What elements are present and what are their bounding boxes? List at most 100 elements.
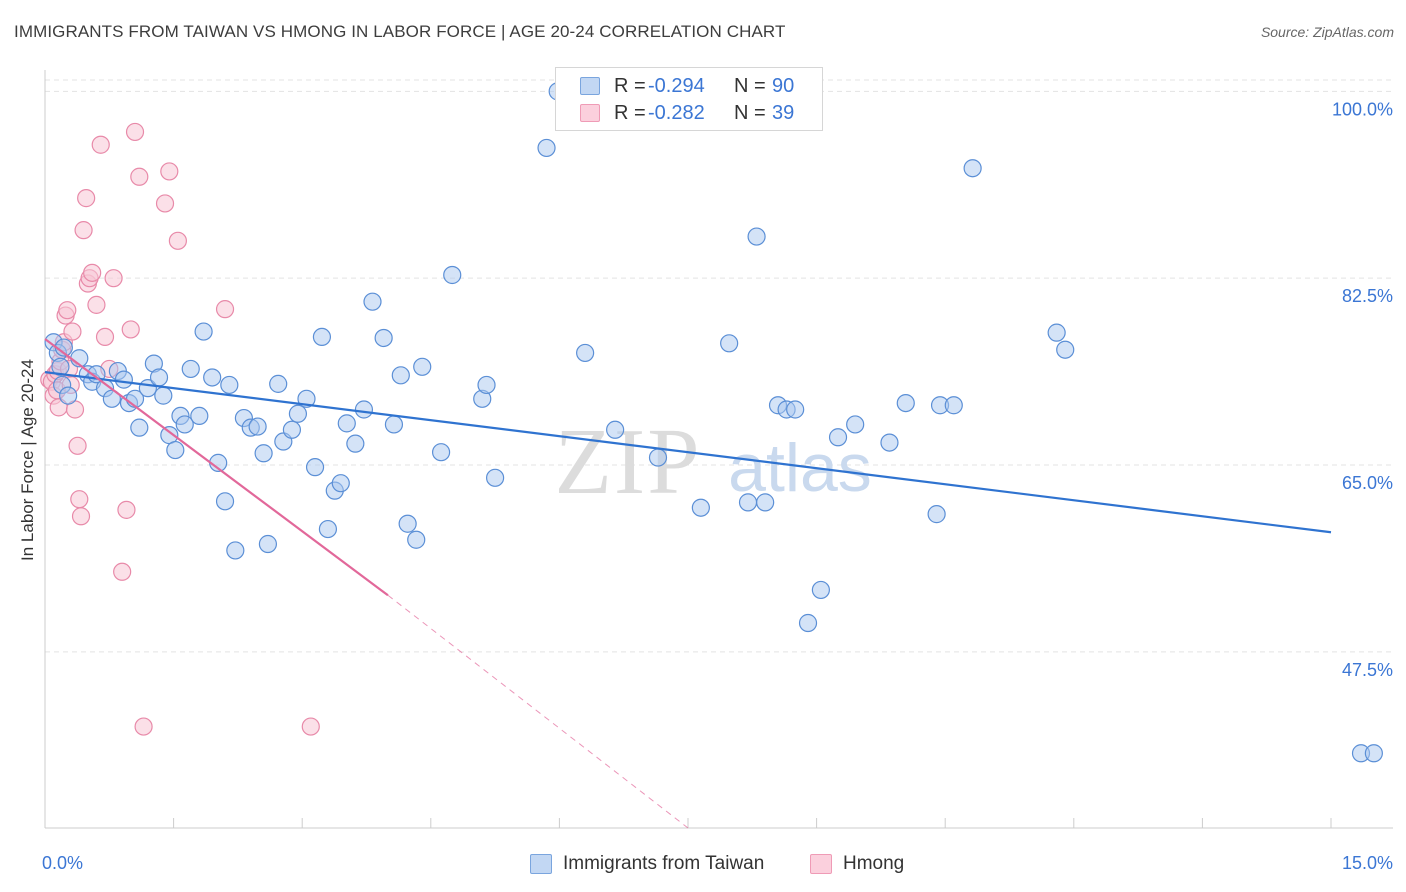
taiwan-point	[1364, 744, 1383, 763]
taiwan-point	[786, 400, 805, 419]
taiwan-point	[720, 334, 739, 353]
legend-row-hmong: R = -0.282 N = 39	[556, 101, 822, 127]
x-tick-label: 15.0%	[1342, 853, 1393, 873]
taiwan-point	[374, 328, 393, 348]
legend-n-label: N =	[734, 75, 766, 97]
taiwan-point	[312, 327, 332, 347]
bottom-legend-label-taiwan: Immigrants from Taiwan	[563, 853, 765, 874]
hmong-point	[63, 322, 82, 341]
hmong-point	[155, 194, 175, 213]
page-title: IMMIGRANTS FROM TAIWAN VS HMONG IN LABOR…	[14, 22, 786, 41]
taiwan-point	[896, 393, 915, 413]
legend-row-taiwan: R = -0.294 N = 90	[556, 74, 822, 100]
taiwan-point	[443, 265, 462, 285]
bottom-legend-label-hmong: Hmong	[843, 853, 905, 874]
taiwan-point	[747, 227, 766, 246]
hmong-point	[91, 135, 110, 154]
taiwan-point	[248, 417, 267, 436]
taiwan-point	[413, 357, 432, 376]
taiwan-point	[190, 406, 209, 426]
series-hmong-points	[40, 122, 320, 736]
tick-labels: 47.5% 65.0% 82.5% 100.0% 0.0% 15.0%	[42, 99, 1393, 873]
taiwan-point	[288, 404, 308, 423]
taiwan-point	[305, 458, 325, 477]
taiwan-point	[384, 415, 404, 434]
taiwan-point	[1056, 340, 1075, 359]
taiwan-point	[114, 370, 133, 389]
legend-n-value: 39	[772, 102, 795, 124]
gridlines	[45, 79, 1393, 653]
hmong-point	[68, 436, 87, 455]
taiwan-point	[269, 374, 288, 393]
hmong-point	[71, 507, 91, 526]
taiwan-point	[331, 474, 350, 493]
hmong-point	[70, 490, 89, 509]
hmong-point	[58, 301, 77, 320]
hmong-trend-extension	[387, 594, 689, 829]
taiwan-point	[258, 534, 278, 554]
taiwan-point	[944, 396, 963, 415]
legend-swatch-hmong	[580, 104, 600, 122]
hmong-trend-line	[44, 338, 389, 597]
legend-n-value: 90	[772, 75, 795, 97]
taiwan-point	[398, 514, 417, 533]
hmong-point	[95, 327, 115, 347]
taiwan-point	[215, 492, 235, 511]
hmong-point	[83, 263, 102, 282]
taiwan-point	[181, 359, 200, 379]
x-tick-label: 0.0%	[42, 853, 83, 873]
taiwan-point	[606, 420, 625, 439]
taiwan-point	[154, 386, 173, 405]
taiwan-point	[880, 433, 899, 452]
taiwan-point	[254, 444, 273, 463]
hmong-point	[160, 162, 179, 181]
series-taiwan-points	[44, 82, 1383, 763]
hmong-point	[87, 295, 106, 314]
hmong-point	[74, 221, 93, 240]
taiwan-point	[391, 366, 410, 385]
hmong-point	[113, 562, 132, 581]
legend-n-label: N =	[734, 102, 766, 124]
watermark: ZIP atlas	[555, 410, 872, 514]
taiwan-point	[282, 420, 302, 439]
taiwan-point	[477, 375, 496, 395]
taiwan-point	[828, 428, 848, 447]
watermark-zip: ZIP	[555, 410, 702, 514]
taiwan-point	[648, 448, 668, 467]
hmong-point	[117, 500, 136, 519]
hmong-point	[301, 717, 320, 736]
taiwan-point	[220, 375, 239, 395]
taiwan-point	[175, 415, 194, 434]
y-tick-label: 82.5%	[1342, 286, 1393, 306]
y-tick-label: 100.0%	[1332, 99, 1393, 119]
legend-r-label: R =	[614, 102, 646, 124]
taiwan-point	[811, 580, 830, 600]
axes	[44, 70, 1393, 829]
taiwan-point	[537, 138, 556, 158]
taiwan-point	[130, 418, 149, 437]
hmong-point	[130, 167, 149, 186]
taiwan-trend-line	[44, 371, 1332, 534]
taiwan-point	[738, 493, 758, 512]
hmong-point	[125, 122, 145, 142]
trend-lines	[44, 338, 1332, 829]
taiwan-point	[354, 400, 374, 419]
taiwan-point	[576, 343, 595, 363]
legend-r-value: -0.282	[648, 102, 705, 124]
taiwan-point	[756, 493, 775, 512]
source-credit: Source: ZipAtlas.com	[1260, 24, 1394, 40]
taiwan-point	[318, 519, 338, 539]
hmong-point	[104, 269, 123, 288]
taiwan-point	[963, 159, 982, 178]
taiwan-point	[691, 498, 710, 517]
taiwan-point	[166, 440, 185, 460]
watermark-atlas: atlas	[728, 430, 872, 506]
correlation-legend: R = -0.294 N = 90 R = -0.282 N = 39	[555, 67, 823, 131]
taiwan-point	[59, 386, 78, 405]
y-tick-label: 47.5%	[1342, 660, 1393, 680]
taiwan-point	[337, 414, 356, 433]
taiwan-point	[486, 468, 505, 487]
taiwan-point	[363, 292, 382, 311]
y-tick-label: 65.0%	[1342, 473, 1393, 493]
